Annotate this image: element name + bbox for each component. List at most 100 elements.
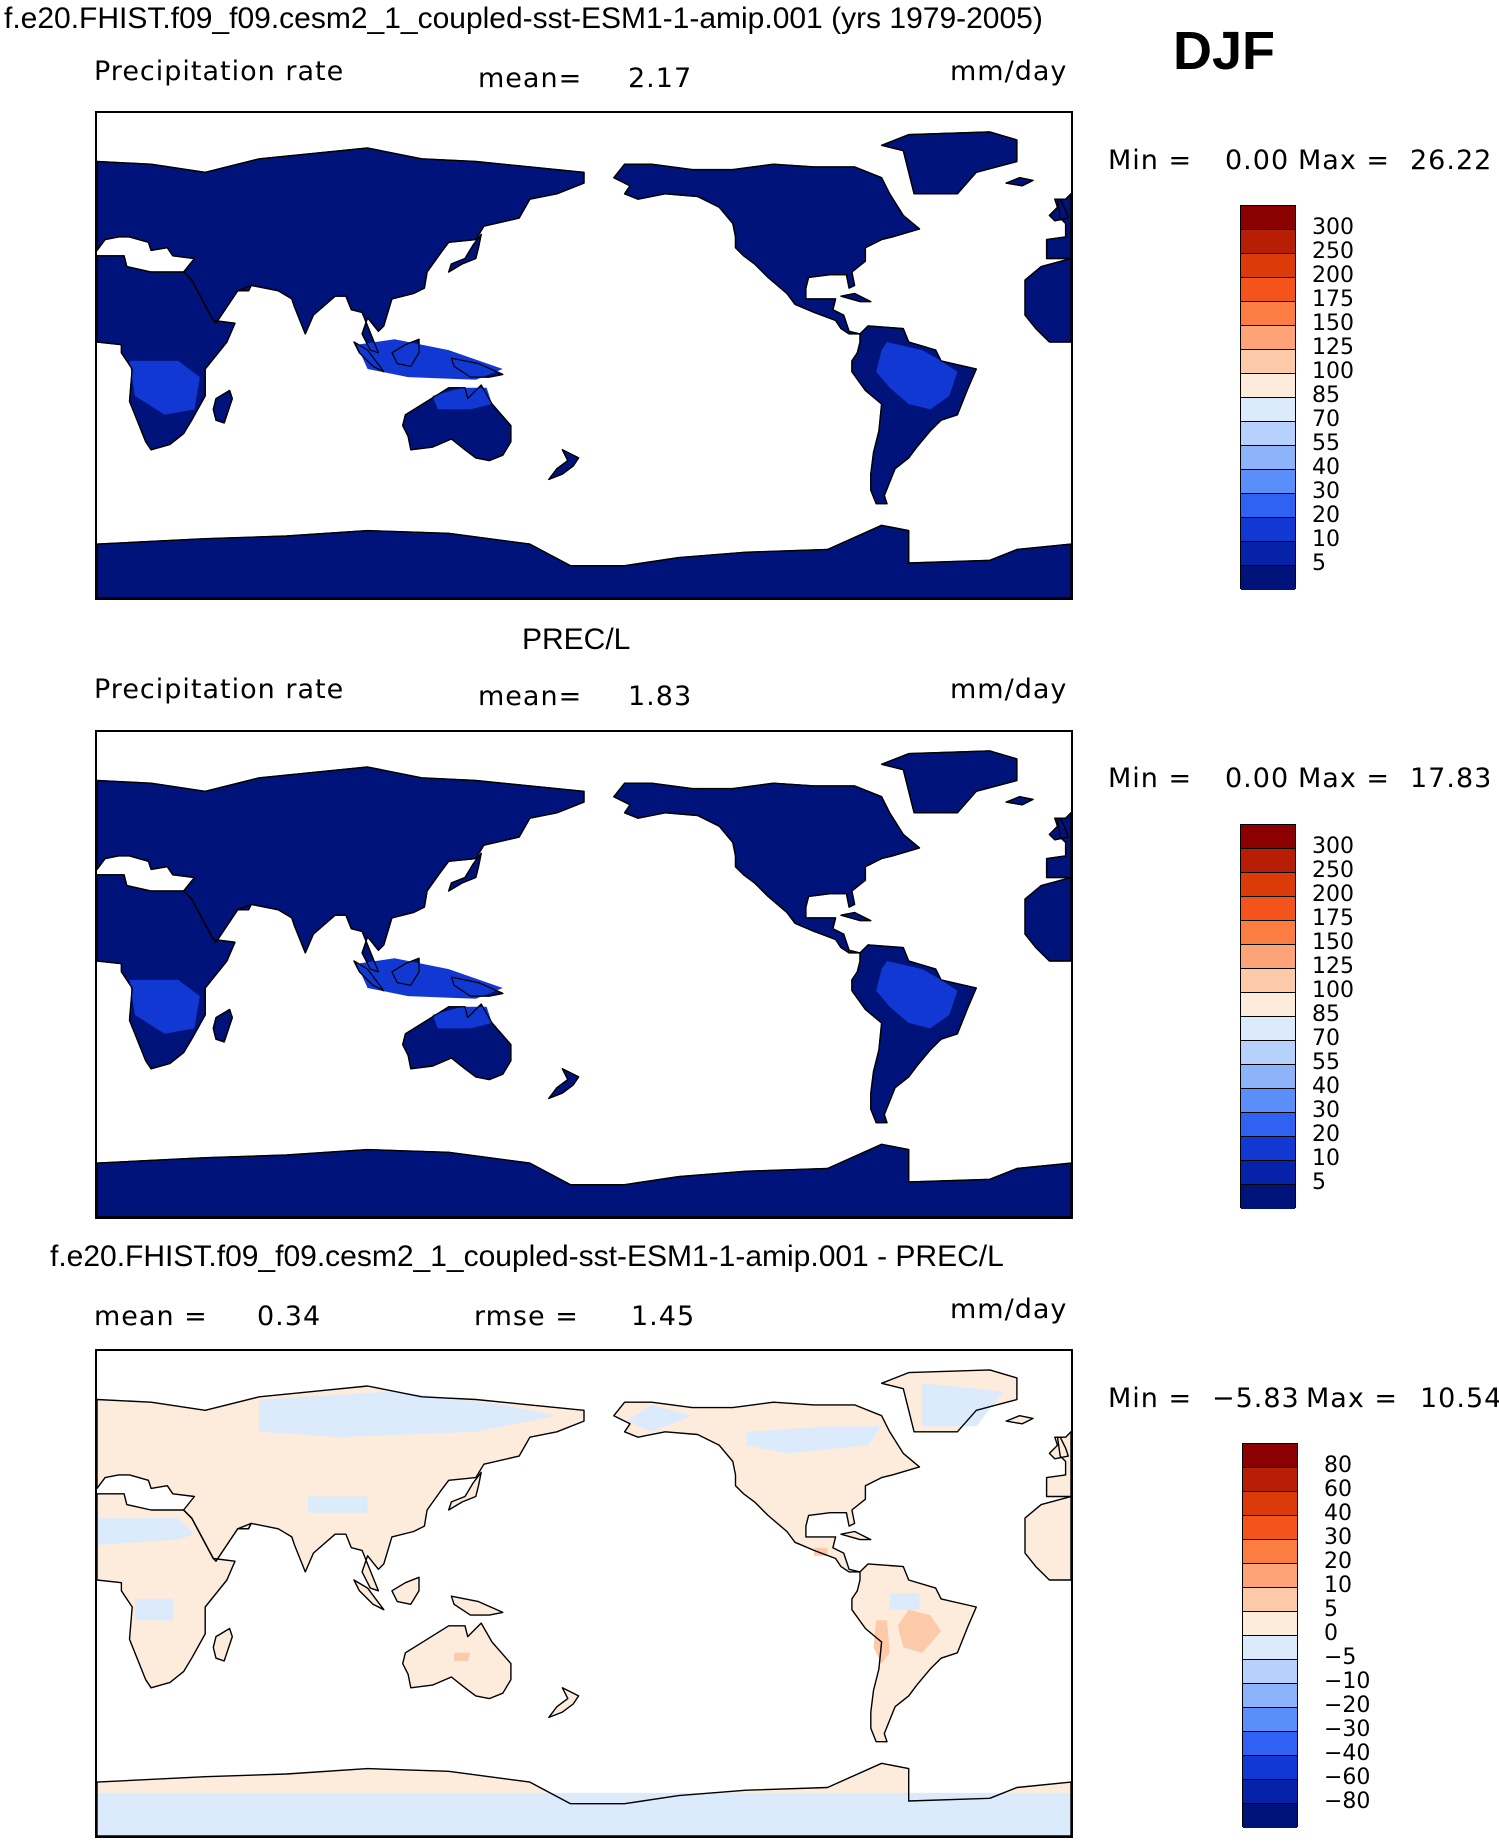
panel3-title: f.e20.FHIST.f09_f09.cesm2_1_coupled-sst-…	[50, 1240, 1004, 1273]
coastline-greenland	[881, 131, 1018, 195]
colorbar-segment	[1241, 993, 1295, 1017]
panel2-mean-label: mean=	[478, 681, 583, 712]
negative-region-tibet	[308, 1496, 368, 1513]
panel3-map	[95, 1349, 1073, 1838]
coastline-europeW	[1046, 193, 1071, 260]
colorbar-tick-label: 30	[1312, 1098, 1340, 1123]
landmass-nz	[548, 1687, 579, 1718]
landmass-cuba	[841, 1531, 871, 1540]
landmass-africaW	[1024, 257, 1071, 343]
colorbar-tick-label: 70	[1312, 407, 1340, 432]
coastline-cuba	[840, 292, 872, 303]
colorbar-segment	[1243, 1588, 1297, 1612]
panel3-max-label: Max =	[1306, 1383, 1399, 1414]
coastline-iceland	[1005, 1415, 1034, 1425]
colorbar-tick-label: 175	[1312, 906, 1354, 931]
negative-region-sahara	[97, 1518, 195, 1545]
colorbar-segment	[1241, 278, 1295, 302]
colorbar-segment	[1241, 1113, 1295, 1137]
colorbar-tick-label: 200	[1312, 882, 1354, 907]
landmass-greenland	[880, 131, 1018, 195]
coastline-eurasia	[97, 147, 585, 354]
colorbar-tick-label: 300	[1312, 834, 1354, 859]
colorbar-segment	[1243, 1708, 1297, 1732]
coastline-africaW	[1024, 876, 1071, 962]
colorbar-tick-label: −40	[1324, 1741, 1371, 1766]
colorbar-tick-label: 40	[1312, 1074, 1340, 1099]
coastline-northAmerica	[613, 782, 921, 954]
colorbar-segment	[1241, 398, 1295, 422]
colorbar-tick-label: 175	[1312, 287, 1354, 312]
panel1-mean-value: 2.17	[628, 63, 693, 94]
coastline-madagascar	[212, 1627, 233, 1662]
colorbar-tick-label: −10	[1324, 1669, 1371, 1694]
coastline-africaW	[1024, 257, 1071, 343]
coastline-australia	[402, 384, 512, 462]
colorbar-segment	[1241, 566, 1295, 590]
colorbar-segment	[1241, 897, 1295, 921]
panel2-max-value: 17.83	[1410, 763, 1493, 794]
coastline-uk	[1048, 817, 1069, 841]
panel3-max-value: 10.54	[1420, 1383, 1499, 1414]
colorbar-tick-label: 100	[1312, 978, 1354, 1003]
positive-region-saPos	[897, 1609, 942, 1653]
landmass-newGuinea	[451, 1596, 503, 1616]
coastline-southAmerica	[851, 1563, 977, 1743]
landmass-africaW	[1025, 1496, 1071, 1580]
landmass-antarctica	[97, 1143, 1071, 1217]
landmass-africaW	[1024, 876, 1071, 962]
colorbar-tick-label: 60	[1324, 1477, 1352, 1502]
coastline-nz	[548, 1687, 580, 1719]
coastline-sumatra	[353, 960, 385, 992]
colorbar-segment	[1243, 1684, 1297, 1708]
colorbar-tick-label: 10	[1324, 1573, 1352, 1598]
colorbar-segment	[1241, 542, 1295, 566]
colorbar-tick-label: −30	[1324, 1717, 1371, 1742]
colorbar-segment	[1243, 1732, 1297, 1756]
panel2-units: mm/day	[950, 674, 1068, 705]
colorbar-tick-label: 125	[1312, 335, 1354, 360]
coastline-africaE	[97, 874, 236, 1070]
colorbar-segment	[1241, 326, 1295, 350]
main-title: f.e20.FHIST.f09_f09.cesm2_1_coupled-sst-…	[4, 2, 1043, 35]
coastline-eurasia	[97, 766, 585, 973]
colorbar-segment	[1241, 1089, 1295, 1113]
coastline-cuba	[840, 1530, 872, 1541]
colorbar-tick-label: 85	[1312, 383, 1340, 408]
colorbar-segment	[1243, 1444, 1297, 1468]
wet-region-afWet	[129, 360, 200, 415]
colorbar-tick-label: 40	[1324, 1501, 1352, 1526]
colorbar-segment	[1241, 825, 1295, 849]
colorbar-tick-label: 5	[1324, 1597, 1338, 1622]
colorbar-segment	[1241, 494, 1295, 518]
coastline-europeW	[1045, 1431, 1071, 1498]
landmass-northAmerica	[613, 163, 921, 335]
panel2-title: PREC/L	[522, 623, 631, 656]
panel2-colorbar	[1240, 824, 1296, 1209]
colorbar-segment	[1243, 1540, 1297, 1564]
colorbar-tick-label: −60	[1324, 1765, 1371, 1790]
colorbar-segment	[1241, 849, 1295, 873]
colorbar-segment	[1241, 873, 1295, 897]
coastline-northAmerica	[613, 1401, 921, 1573]
panel3-rmse-label: rmse =	[474, 1301, 579, 1332]
landmass-borneo	[391, 1577, 419, 1605]
colorbar-tick-label: 80	[1324, 1453, 1352, 1478]
colorbar-tick-label: 20	[1324, 1549, 1352, 1574]
coastline-africaE	[97, 1493, 236, 1689]
colorbar-segment	[1243, 1660, 1297, 1684]
coastline-uk	[1048, 1436, 1069, 1460]
coastline-antarctica	[97, 1762, 1071, 1836]
colorbar-segment	[1243, 1756, 1297, 1780]
colorbar-tick-label: 250	[1312, 239, 1354, 264]
colorbar-segment	[1241, 374, 1295, 398]
coastline-southAmerica	[851, 944, 977, 1124]
coastline-newGuinea	[450, 357, 504, 378]
panel2-min-label: Min =	[1108, 763, 1193, 794]
colorbar-tick-label: 300	[1312, 215, 1354, 240]
colorbar-tick-label: 250	[1312, 858, 1354, 883]
negative-region-canada	[746, 1426, 882, 1454]
colorbar-segment	[1241, 446, 1295, 470]
colorbar-tick-label: −80	[1324, 1789, 1371, 1814]
panel1-max-value: 26.22	[1410, 145, 1493, 176]
